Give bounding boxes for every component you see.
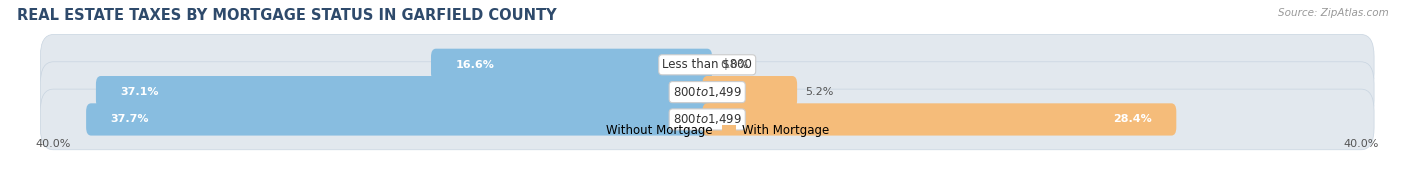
Text: $800 to $1,499: $800 to $1,499 bbox=[672, 113, 742, 126]
FancyBboxPatch shape bbox=[41, 89, 1374, 150]
Text: REAL ESTATE TAXES BY MORTGAGE STATUS IN GARFIELD COUNTY: REAL ESTATE TAXES BY MORTGAGE STATUS IN … bbox=[17, 8, 557, 23]
Text: 37.7%: 37.7% bbox=[111, 114, 149, 124]
Text: Source: ZipAtlas.com: Source: ZipAtlas.com bbox=[1278, 8, 1389, 18]
FancyBboxPatch shape bbox=[96, 76, 711, 108]
FancyBboxPatch shape bbox=[432, 49, 711, 81]
Text: 37.1%: 37.1% bbox=[121, 87, 159, 97]
Text: 28.4%: 28.4% bbox=[1114, 114, 1152, 124]
Text: 16.6%: 16.6% bbox=[456, 60, 495, 70]
FancyBboxPatch shape bbox=[703, 103, 1177, 136]
Text: 5.2%: 5.2% bbox=[806, 87, 834, 97]
Legend: Without Mortgage, With Mortgage: Without Mortgage, With Mortgage bbox=[581, 120, 834, 142]
FancyBboxPatch shape bbox=[41, 34, 1374, 95]
FancyBboxPatch shape bbox=[41, 62, 1374, 122]
FancyBboxPatch shape bbox=[703, 76, 797, 108]
Text: $800 to $1,499: $800 to $1,499 bbox=[672, 85, 742, 99]
Text: Less than $800: Less than $800 bbox=[662, 58, 752, 71]
FancyBboxPatch shape bbox=[86, 103, 711, 136]
Text: 0.0%: 0.0% bbox=[720, 60, 748, 70]
